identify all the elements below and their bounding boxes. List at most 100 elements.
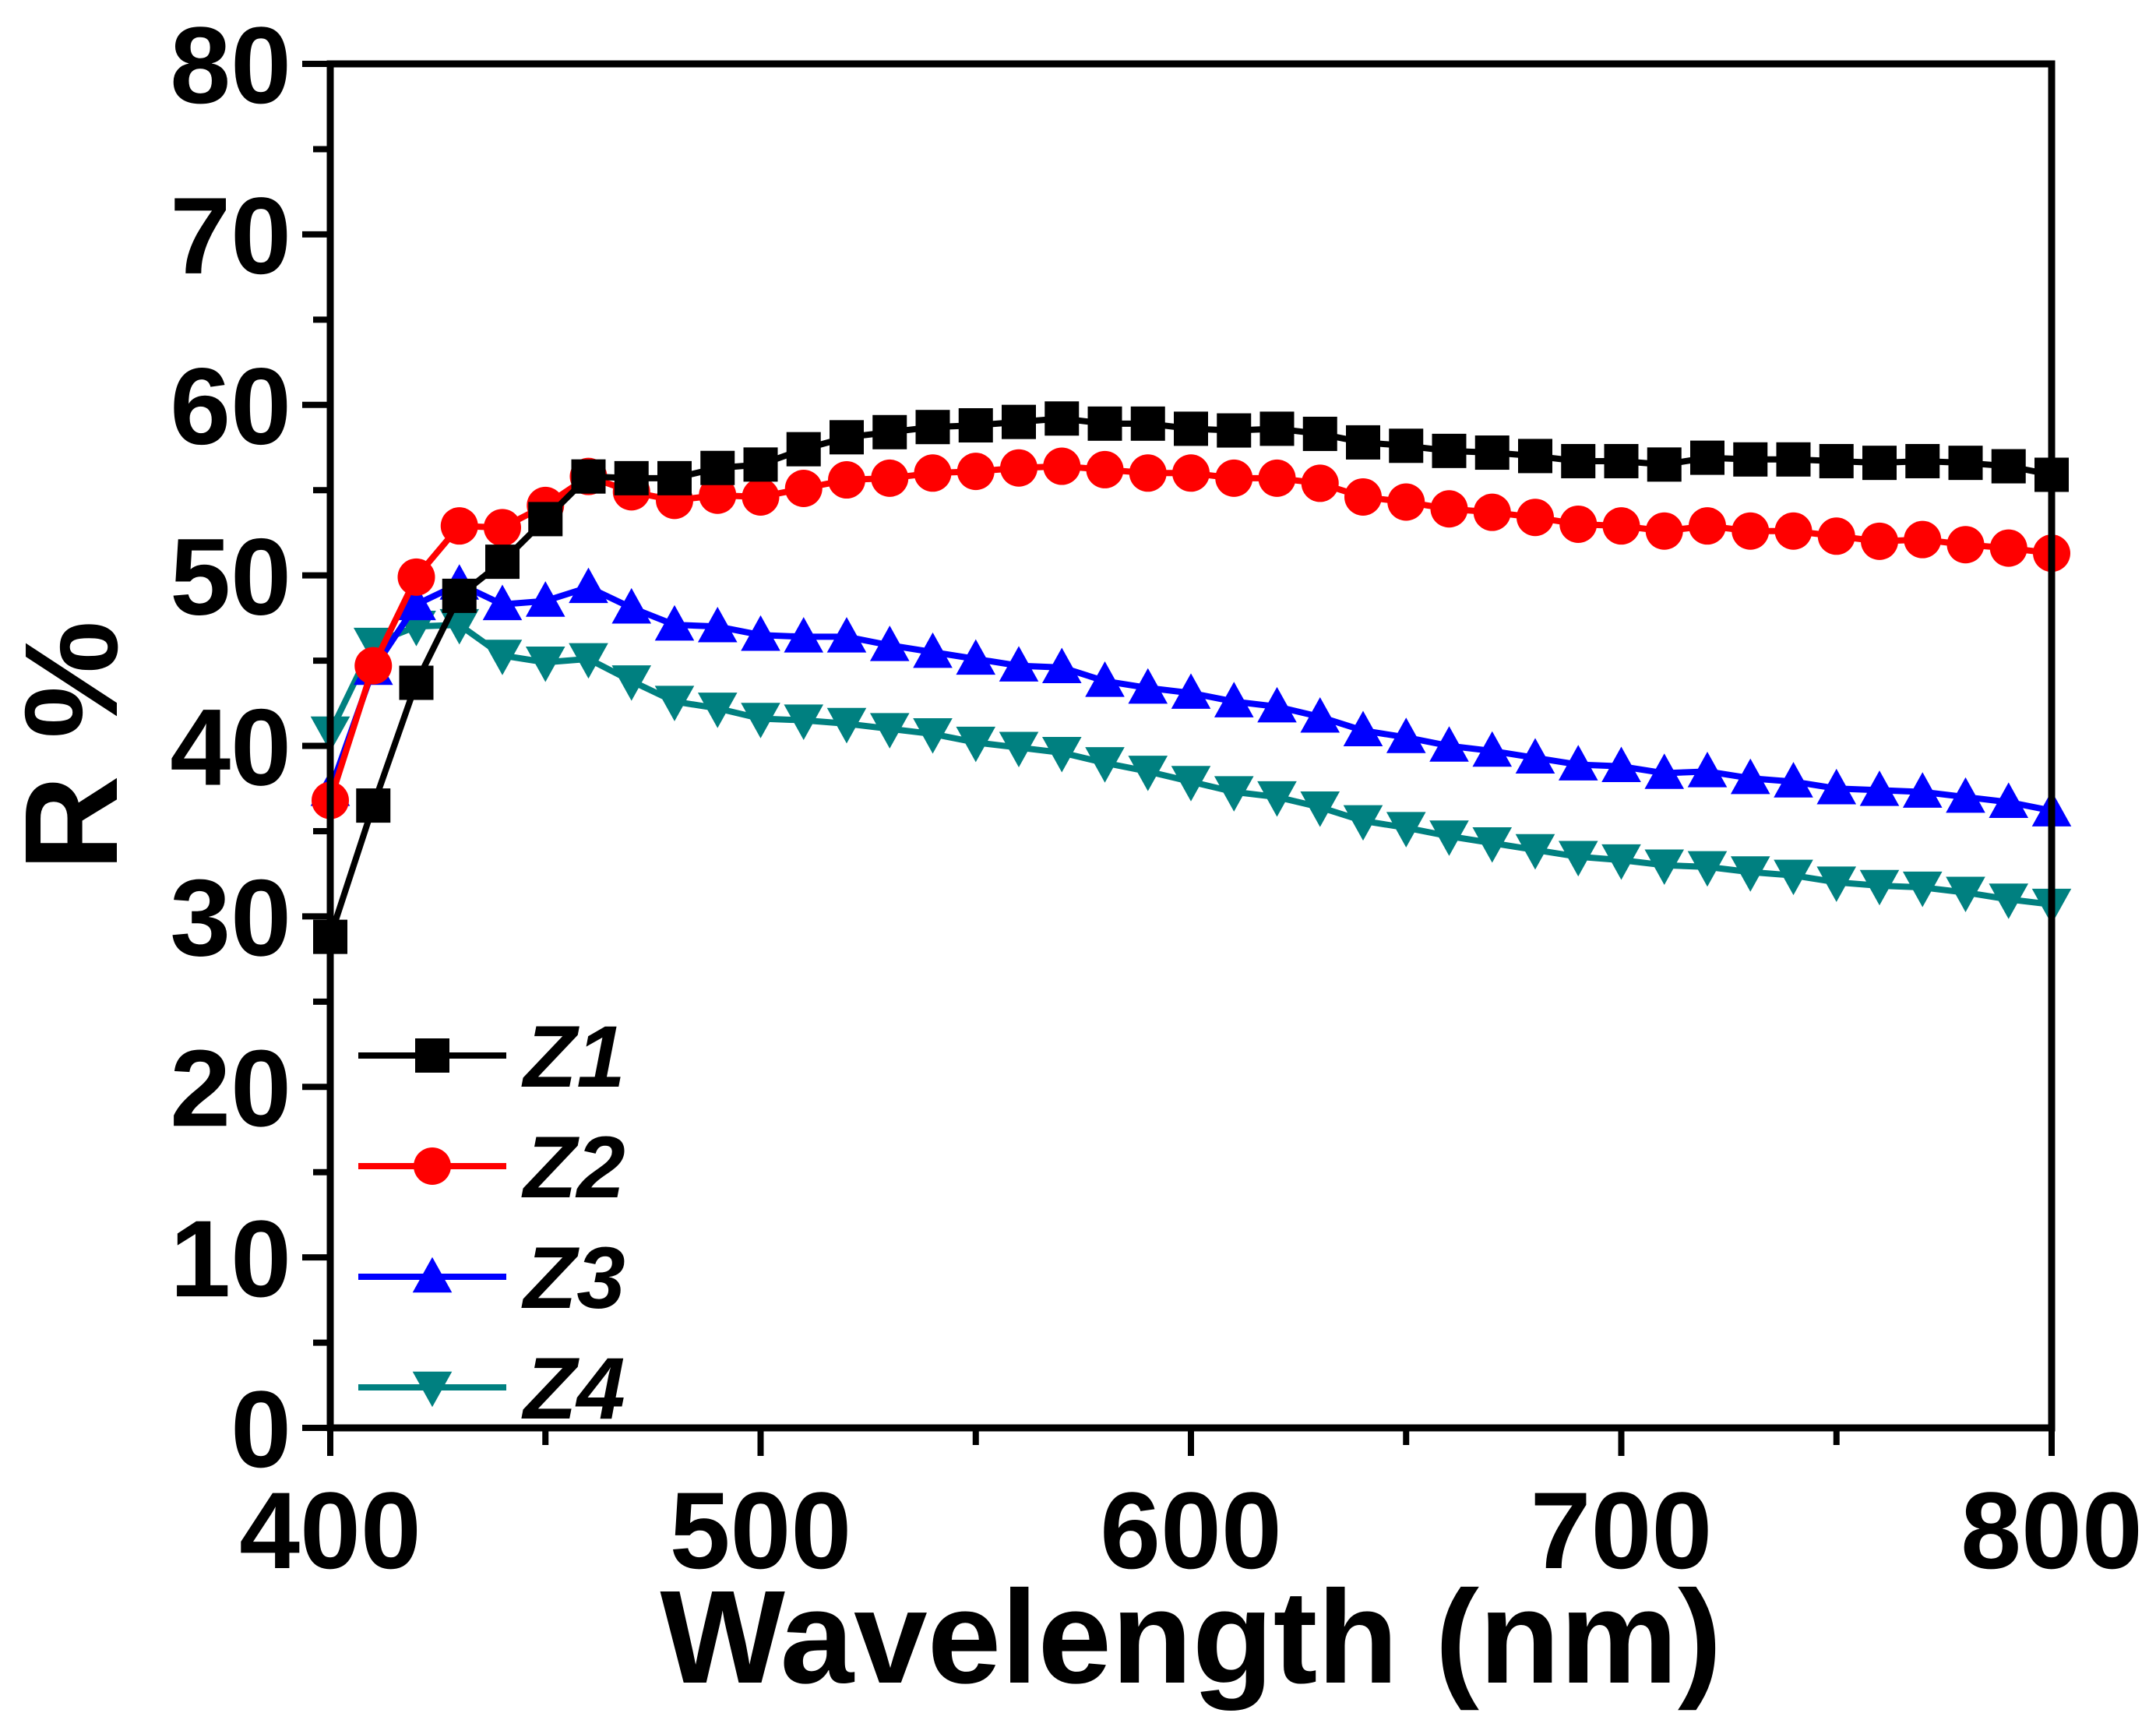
y-tick-label: 70 bbox=[170, 174, 291, 297]
data-point-z1 bbox=[571, 459, 606, 494]
data-point-z2 bbox=[699, 476, 737, 514]
data-point-z3 bbox=[1171, 673, 1211, 709]
plot-frame bbox=[326, 60, 2056, 1432]
data-point-z3 bbox=[1257, 686, 1297, 723]
data-point-z3 bbox=[869, 626, 910, 661]
data-point-z4 bbox=[1687, 851, 1728, 887]
data-point-z2 bbox=[1129, 454, 1167, 492]
data-point-z4 bbox=[482, 640, 523, 675]
y-tick-label: 40 bbox=[170, 686, 291, 809]
data-point-z4 bbox=[1343, 805, 1383, 841]
data-point-z2 bbox=[484, 509, 521, 547]
data-point-z2 bbox=[914, 454, 952, 492]
data-point-z2 bbox=[1387, 483, 1425, 521]
y-tick-label: 30 bbox=[170, 856, 291, 978]
data-point-z4 bbox=[1859, 869, 1900, 906]
data-point-z3 bbox=[1214, 682, 1254, 717]
data-point-z3 bbox=[482, 584, 523, 621]
data-point-z1 bbox=[1087, 406, 1122, 441]
data-point-z1 bbox=[1217, 413, 1252, 448]
data-point-z3 bbox=[1429, 726, 1469, 762]
x-tick-label: 600 bbox=[1100, 1469, 1282, 1591]
data-point-z4 bbox=[697, 693, 738, 728]
data-point-z1 bbox=[1518, 439, 1552, 474]
data-point-z1 bbox=[1733, 442, 1768, 477]
data-point-z4 bbox=[353, 627, 393, 664]
data-point-z3 bbox=[1085, 661, 1125, 697]
data-point-z1 bbox=[1561, 443, 1596, 478]
data-point-z2 bbox=[1774, 512, 1813, 550]
data-point-z3 bbox=[956, 639, 996, 675]
data-point-z4 bbox=[826, 707, 867, 744]
y-axis-title: R % bbox=[0, 621, 146, 871]
data-point-z3 bbox=[1730, 758, 1770, 795]
data-point-z1 bbox=[1045, 401, 1080, 436]
data-point-z3 bbox=[784, 617, 824, 653]
data-point-z1 bbox=[528, 502, 563, 537]
data-point-z1 bbox=[356, 788, 391, 823]
data-point-z2 bbox=[1645, 512, 1683, 550]
data-point-z3 bbox=[1816, 768, 1857, 805]
data-point-z1 bbox=[700, 450, 735, 485]
data-point-z1 bbox=[614, 460, 649, 495]
data-point-z4 bbox=[1989, 883, 2029, 919]
data-point-z4 bbox=[611, 665, 652, 701]
legend-label-z2: Z2 bbox=[521, 1119, 625, 1216]
legend-marker-z2 bbox=[414, 1147, 451, 1185]
data-point-z4 bbox=[1601, 844, 1641, 880]
data-point-z4 bbox=[1214, 776, 1254, 812]
data-point-z4 bbox=[784, 704, 824, 740]
data-point-z2 bbox=[1602, 507, 1640, 545]
data-point-z3 bbox=[1902, 772, 1943, 808]
data-point-z3 bbox=[999, 646, 1039, 682]
legend-marker-z3 bbox=[412, 1257, 453, 1293]
data-point-z1 bbox=[1647, 447, 1682, 482]
data-point-z4 bbox=[654, 686, 695, 721]
y-tick-label: 80 bbox=[170, 4, 291, 126]
data-point-z2 bbox=[440, 507, 478, 545]
legend-item-z2: Z2 bbox=[358, 1119, 625, 1216]
data-point-z4 bbox=[1730, 856, 1770, 892]
data-point-z2 bbox=[828, 461, 865, 499]
x-tick-label: 400 bbox=[239, 1469, 421, 1591]
data-point-z4 bbox=[1257, 781, 1297, 817]
data-point-z2 bbox=[1215, 459, 1253, 497]
data-point-z4 bbox=[1128, 756, 1168, 791]
data-point-z3 bbox=[1687, 752, 1728, 788]
data-point-z4 bbox=[913, 717, 953, 754]
y-tick-label: 60 bbox=[170, 345, 291, 467]
data-point-z1 bbox=[1604, 443, 1639, 478]
data-point-z2 bbox=[1086, 450, 1124, 488]
data-point-z2 bbox=[1689, 507, 1726, 545]
data-point-z4 bbox=[1386, 812, 1426, 848]
data-point-z4 bbox=[1472, 827, 1513, 863]
data-point-z2 bbox=[956, 453, 995, 491]
y-tick-label: 10 bbox=[170, 1197, 291, 1320]
data-point-z1 bbox=[830, 420, 864, 455]
data-point-z3 bbox=[741, 615, 780, 651]
series-z2 bbox=[312, 447, 2070, 819]
data-point-z1 bbox=[915, 410, 950, 445]
data-point-z1 bbox=[1130, 406, 1165, 441]
data-point-z1 bbox=[1776, 442, 1811, 477]
data-point-z4 bbox=[741, 703, 780, 738]
data-point-z3 bbox=[1386, 717, 1426, 753]
data-point-z3 bbox=[611, 587, 652, 624]
data-point-z1 bbox=[1690, 440, 1724, 475]
data-point-z4 bbox=[525, 647, 565, 682]
data-point-z4 bbox=[1902, 871, 1943, 908]
x-tick-label: 800 bbox=[1960, 1469, 2143, 1591]
x-tick-label: 500 bbox=[670, 1469, 852, 1591]
data-point-z1 bbox=[442, 578, 477, 613]
labels-layer: 400 500 600 700 800 0 10 20 30 40 50 60 70 80 bbox=[170, 4, 2143, 1591]
data-point-z1 bbox=[1432, 433, 1467, 468]
data-point-z4 bbox=[1515, 834, 1555, 870]
data-point-z1 bbox=[786, 432, 821, 467]
data-point-z3 bbox=[1128, 668, 1168, 704]
data-point-z2 bbox=[1861, 522, 1898, 560]
data-point-z2 bbox=[354, 647, 393, 685]
data-point-z4 bbox=[956, 726, 996, 763]
data-point-z4 bbox=[1041, 737, 1082, 773]
data-point-z2 bbox=[1344, 478, 1382, 516]
data-point-z3 bbox=[1558, 745, 1598, 781]
